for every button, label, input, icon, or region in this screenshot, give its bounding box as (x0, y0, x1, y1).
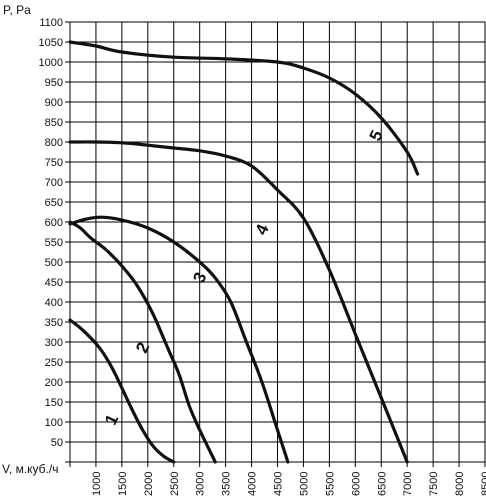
x-tick-label: 3500 (221, 472, 233, 496)
y-tick-label: 200 (45, 377, 63, 389)
y-tick-label: 550 (45, 237, 63, 249)
curve-label-1: 1 (101, 411, 122, 428)
x-tick-label: 2000 (143, 472, 155, 496)
x-tick-label: 6000 (350, 472, 362, 496)
x-tick-label: 1000 (91, 472, 103, 496)
y-tick-label: 250 (45, 357, 63, 369)
x-tick-label: 1500 (117, 472, 129, 496)
y-tick-label: 600 (45, 217, 63, 229)
y-tick-label: 700 (45, 177, 63, 189)
curve-label-4: 4 (252, 221, 273, 238)
y-tick-label: 100 (45, 417, 63, 429)
curve-5 (68, 40, 420, 176)
x-tick-label: 6500 (376, 472, 388, 496)
x-tick-label: 5000 (298, 472, 310, 496)
y-tick-label: 300 (45, 337, 63, 349)
curves (68, 40, 420, 464)
x-tick-label: 4500 (273, 472, 285, 496)
x-tick-label: 3000 (195, 472, 207, 496)
curve-1 (68, 318, 176, 464)
y-tick-label: 900 (45, 97, 63, 109)
y-tick-label: 50 (51, 437, 63, 449)
x-tick-label: 7500 (428, 472, 440, 496)
curve-2 (68, 220, 217, 464)
y-tick-label: 500 (45, 257, 63, 269)
y-tick-label: 1050 (39, 37, 63, 49)
y-tick-label: 1000 (39, 57, 63, 69)
curve-label-5: 5 (366, 127, 387, 144)
curve-3 (68, 215, 290, 464)
y-tick-label: 400 (45, 297, 63, 309)
y-tick-label: 350 (45, 317, 63, 329)
x-tick-label: 8500 (480, 472, 486, 496)
curve-4 (68, 140, 409, 464)
y-tick-label: 150 (45, 397, 63, 409)
y-tick-label: 800 (45, 137, 63, 149)
x-tick-label: 2500 (169, 472, 181, 496)
x-tick-label: 5500 (324, 472, 336, 496)
x-axis-label: V, м.куб./ч (2, 462, 58, 476)
y-axis-label: P, Pa (3, 3, 31, 17)
y-tick-label: 450 (45, 277, 63, 289)
y-tick-labels: 50 100 150 200 250 300 350 400 450 500 550 600 650 70… (39, 17, 63, 449)
y-tick-label: 650 (45, 197, 63, 209)
y-tick-label: 750 (45, 157, 63, 169)
y-tick-label: 1100 (39, 17, 63, 29)
x-tick-label: 7000 (402, 472, 414, 496)
x-tick-label: 4000 (247, 472, 259, 496)
x-tick-labels: 1000 1500 2000 2500 3000 3500 4000 4500 5000 5500… (91, 472, 486, 496)
y-tick-label: 950 (45, 77, 63, 89)
y-tick-label: 850 (45, 117, 63, 129)
x-tick-label: 8000 (454, 472, 466, 496)
